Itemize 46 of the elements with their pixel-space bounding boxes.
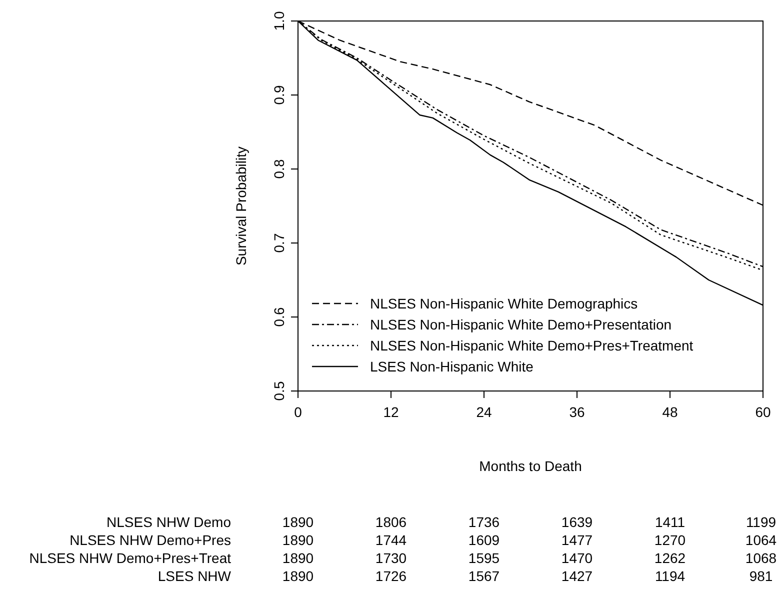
text: 1736: [468, 514, 500, 530]
y-tick-label: 0.9: [271, 85, 287, 105]
text: 1730: [375, 550, 407, 566]
x-tick-label: 0: [294, 404, 302, 420]
text: 1470: [561, 550, 593, 566]
legend-label: NLSES Non-Hispanic White Demographics: [370, 295, 638, 312]
text: NLSES NHW Demo+Pres+Treat: [29, 550, 232, 566]
y-tick-label: 0.8: [271, 159, 287, 179]
text: 1064: [745, 532, 777, 548]
x-tick-label: 36: [569, 404, 585, 420]
text: 1890: [282, 532, 314, 548]
legend-label: NLSES Non-Hispanic White Demo+Pres+Treatment: [370, 337, 694, 354]
legend-label: LSES Non-Hispanic White: [370, 358, 534, 374]
text: 1806: [375, 514, 407, 530]
text: 1726: [375, 568, 407, 584]
text: NLSES NHW Demo+Pres: [70, 532, 231, 548]
text: 1194: [654, 568, 686, 584]
text: 1639: [561, 514, 593, 530]
text: 981: [749, 568, 773, 584]
y-tick-label: 0.7: [271, 233, 287, 253]
y-tick-label: 0.6: [271, 307, 287, 327]
y-axis-title: Survival Probability: [233, 146, 249, 266]
x-tick-label: 48: [662, 404, 678, 420]
text: 1199: [746, 514, 776, 530]
text: 1427: [561, 568, 593, 584]
x-tick-label: 24: [476, 404, 492, 420]
text: LSES NHW: [158, 568, 232, 584]
text: 1270: [654, 532, 686, 548]
text: 1890: [282, 568, 314, 584]
text: 1411: [654, 514, 686, 530]
text: 1477: [561, 532, 593, 548]
y-tick-label: 0.5: [271, 381, 287, 401]
legend-label: NLSES Non-Hispanic White Demo+Presentation: [370, 316, 672, 332]
y-tick-label: 1.0: [271, 11, 287, 31]
x-tick-label: 12: [383, 404, 399, 420]
text: 1595: [468, 550, 500, 566]
text: 1567: [468, 568, 500, 584]
x-axis-title: Months to Death: [479, 458, 582, 474]
text: 1890: [282, 514, 314, 530]
text: 1609: [468, 532, 500, 548]
text: 1068: [745, 550, 777, 566]
text: 1744: [375, 532, 407, 548]
text: 1262: [654, 550, 686, 566]
text: NLSES NHW Demo: [106, 514, 232, 530]
x-tick-label: 60: [755, 404, 771, 420]
text: 1890: [282, 550, 314, 566]
